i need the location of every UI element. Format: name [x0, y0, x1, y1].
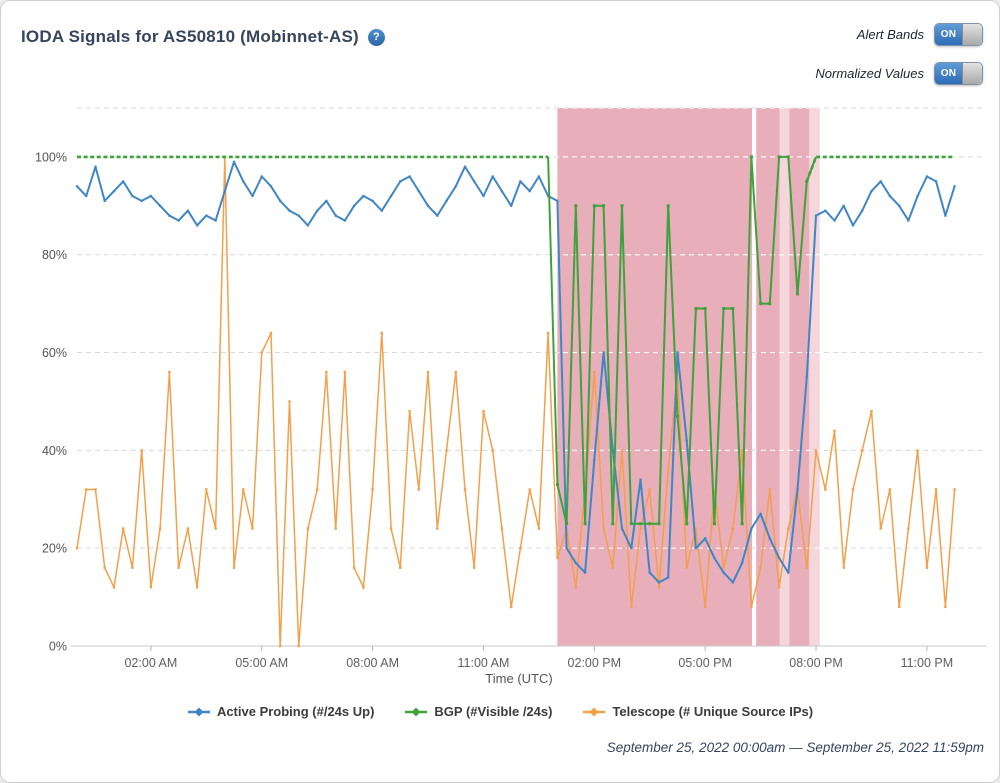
- legend-label: BGP (#Visible /24s): [434, 704, 553, 719]
- legend-item-active-probing[interactable]: Active Probing (#/24s Up): [187, 704, 374, 719]
- x-tick-label: 08:00 PM: [789, 656, 843, 670]
- legend-label: Telescope (# Unique Source IPs): [612, 704, 814, 719]
- x-tick-label: 05:00 PM: [678, 656, 732, 670]
- y-tick-label: 80%: [42, 248, 67, 262]
- x-tick-label: 11:00 PM: [901, 656, 954, 670]
- alert-bands-label: Alert Bands: [856, 27, 924, 42]
- toggle-knob[interactable]: [962, 63, 982, 84]
- bgp-line-dashed[interactable]: [805, 155, 955, 182]
- telescope-legend-marker-icon: [583, 707, 606, 716]
- x-tick-label: 05:00 AM: [235, 656, 288, 670]
- help-icon[interactable]: ?: [367, 28, 385, 46]
- page-title: IODA Signals for AS50810 (Mobinnet-AS): [21, 27, 359, 46]
- telescope-line[interactable]: [76, 156, 956, 647]
- legend-label: Active Probing (#/24s Up): [216, 704, 375, 719]
- normalized-values-row: Normalized Values ON: [815, 62, 983, 85]
- active-probing-line[interactable]: [76, 160, 956, 584]
- bgp-line[interactable]: [547, 155, 817, 525]
- alert-bands-toggle[interactable]: ON: [934, 23, 983, 46]
- chart-header: IODA Signals for AS50810 (Mobinnet-AS) ?: [21, 27, 385, 47]
- bgp-legend-marker-icon: [405, 707, 428, 716]
- y-tick-label: 100%: [35, 150, 67, 164]
- x-tick-label: 02:00 AM: [124, 656, 177, 670]
- active-probing-markers: [75, 160, 956, 584]
- date-range-label: September 25, 2022 00:00am — September 2…: [606, 740, 984, 755]
- alert-bands-row: Alert Bands ON: [857, 23, 983, 46]
- y-tick-label: 20%: [42, 542, 67, 556]
- toggle-on-state: ON: [935, 63, 962, 84]
- toggle-knob[interactable]: [962, 24, 982, 45]
- alert-band[interactable]: [779, 108, 790, 646]
- legend-item-telescope[interactable]: Telescope (# Unique Source IPs): [582, 704, 813, 719]
- normalized-values-toggle[interactable]: ON: [934, 62, 983, 85]
- toggle-panel: Alert Bands ON Normalized Values ON: [815, 23, 983, 85]
- y-tick-label: 40%: [42, 444, 67, 458]
- signals-chart[interactable]: 0% 20% 40% 60% 80% 100% 02:00 AM 05:00 AM 08:00 …: [1, 96, 1000, 696]
- chart-legend: Active Probing (#/24s Up) BGP (#Visible /…: [1, 704, 999, 719]
- alert-band[interactable]: [809, 108, 820, 646]
- x-tick-label: 02:00 PM: [568, 656, 622, 670]
- x-tick-label: 08:00 AM: [346, 656, 399, 670]
- active-probing-legend-marker-icon: [187, 707, 210, 716]
- x-tick-label: 11:00 AM: [458, 656, 510, 670]
- y-tick-label: 0%: [49, 640, 67, 654]
- legend-item-bgp[interactable]: BGP (#Visible /24s): [404, 704, 552, 719]
- y-tick-label: 60%: [42, 346, 67, 360]
- toggle-on-state: ON: [935, 24, 962, 45]
- x-axis-title: Time (UTC): [485, 671, 552, 686]
- normalized-values-label: Normalized Values: [815, 66, 924, 81]
